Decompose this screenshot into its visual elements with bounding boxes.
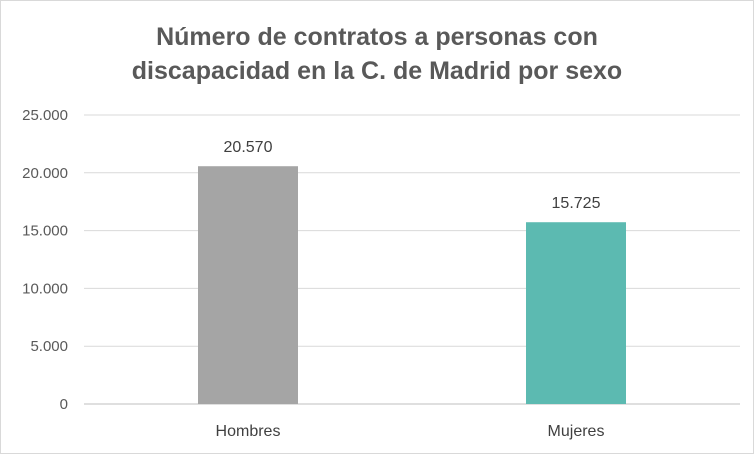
data-label: 20.570 xyxy=(224,139,273,156)
bar xyxy=(198,166,298,404)
bar xyxy=(526,222,626,404)
y-tick-label: 10.000 xyxy=(22,280,68,297)
y-tick-label: 15.000 xyxy=(22,223,68,240)
chart-title-line-2: discapacidad en la C. de Madrid por sexo xyxy=(131,57,623,85)
chart-title-line-1: Número de contratos a personas con xyxy=(156,23,598,51)
data-label: 15.725 xyxy=(552,195,601,212)
x-tick-label: Mujeres xyxy=(548,423,605,440)
y-tick-label: 20.000 xyxy=(22,165,68,182)
y-tick-label: 0 xyxy=(60,396,68,413)
y-tick-label: 5.000 xyxy=(30,338,68,355)
chart-title: Número de contratos a personas con disca… xyxy=(0,20,754,88)
y-tick-label: 25.000 xyxy=(22,107,68,124)
x-tick-label: Hombres xyxy=(216,423,281,440)
